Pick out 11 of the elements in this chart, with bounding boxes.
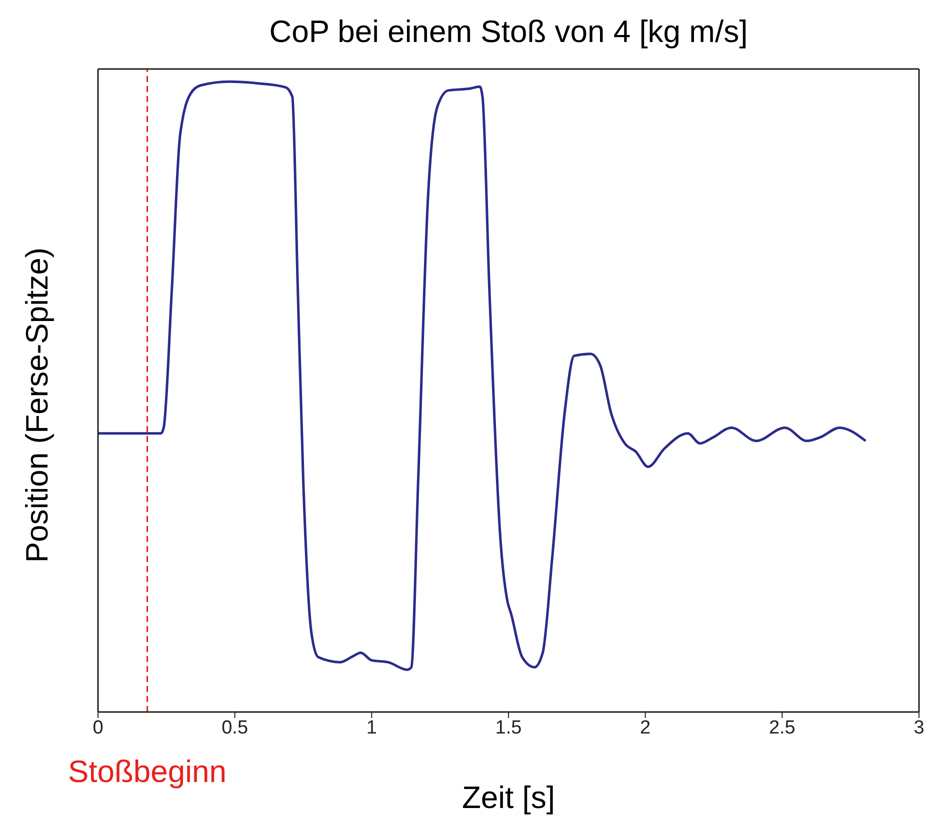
x-tick-label: 1 bbox=[366, 717, 377, 738]
ref-line-label: Stoßbeginn bbox=[68, 754, 227, 789]
x-tick-label: 0 bbox=[92, 717, 104, 738]
x-tick-label: 2.5 bbox=[768, 717, 796, 738]
x-tick-label: 0.5 bbox=[222, 717, 248, 738]
x-tick-label: 2 bbox=[640, 717, 651, 738]
x-tick-label: 1.5 bbox=[495, 717, 522, 738]
chart-title: CoP bei einem Stoß von 4 [kg m/s] bbox=[268, 14, 749, 50]
x-axis-title: Zeit [s] bbox=[462, 780, 555, 815]
x-tick-label: 3 bbox=[914, 717, 924, 738]
y-axis-title: Position (Ferse-Spitze) bbox=[20, 246, 56, 562]
